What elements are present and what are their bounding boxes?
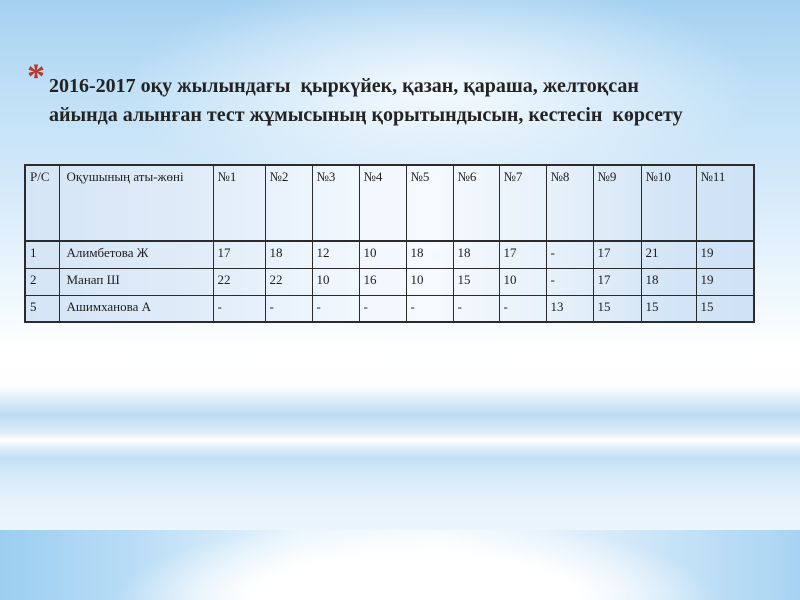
score-cell: - bbox=[311, 294, 360, 323]
column-header-student-name: Оқушының аты-жөні bbox=[58, 164, 214, 242]
column-header-test-4: №4 bbox=[358, 164, 407, 242]
column-header-test-1: №1 bbox=[212, 164, 266, 242]
score-cell: - bbox=[358, 294, 407, 323]
score-cell: 15 bbox=[640, 294, 697, 323]
column-header-rc: Р/С bbox=[24, 164, 60, 242]
score-cell: 21 bbox=[640, 240, 697, 269]
score-cell: 22 bbox=[264, 267, 313, 296]
column-header-test-5: №5 bbox=[405, 164, 454, 242]
score-cell: 19 bbox=[695, 240, 755, 269]
column-header-test-8: №8 bbox=[545, 164, 594, 242]
score-cell: 10 bbox=[311, 267, 360, 296]
score-cell: 18 bbox=[640, 267, 697, 296]
table-row: 2 Манап Ш 22 22 10 16 10 15 10 - 17 18 1… bbox=[24, 267, 755, 296]
student-name-cell: Ашимханова А bbox=[58, 294, 214, 323]
score-cell: 17 bbox=[212, 240, 266, 269]
score-cell: 10 bbox=[358, 240, 407, 269]
score-cell: 15 bbox=[592, 294, 642, 323]
score-cell: - bbox=[405, 294, 454, 323]
student-name-cell: Манап Ш bbox=[58, 267, 214, 296]
column-header-test-9: №9 bbox=[592, 164, 642, 242]
column-header-test-7: №7 bbox=[498, 164, 547, 242]
score-cell: 12 bbox=[311, 240, 360, 269]
score-cell: - bbox=[545, 240, 594, 269]
score-cell: 16 bbox=[358, 267, 407, 296]
table-row: 5 Ашимханова А - - - - - - - 13 15 15 15 bbox=[24, 294, 755, 323]
student-name-cell: Алимбетова Ж bbox=[58, 240, 214, 269]
test-results-table: Р/С Оқушының аты-жөні №1 №2 №3 №4 №5 №6 … bbox=[24, 164, 755, 323]
score-cell: 17 bbox=[592, 240, 642, 269]
score-cell: - bbox=[545, 267, 594, 296]
score-cell: - bbox=[264, 294, 313, 323]
slide-title: 2016-2017 оқу жылындағы қыркүйек, қазан,… bbox=[49, 72, 794, 130]
background-streak-bands bbox=[0, 350, 800, 530]
bullet-asterisk-icon: * bbox=[27, 56, 45, 96]
score-cell: 17 bbox=[592, 267, 642, 296]
column-header-test-6: №6 bbox=[452, 164, 500, 242]
row-number-cell: 1 bbox=[24, 240, 60, 269]
score-cell: 22 bbox=[212, 267, 266, 296]
header-row: Р/С Оқушының аты-жөні №1 №2 №3 №4 №5 №6 … bbox=[24, 164, 755, 242]
score-cell: 18 bbox=[405, 240, 454, 269]
score-cell: - bbox=[212, 294, 266, 323]
row-number-cell: 2 bbox=[24, 267, 60, 296]
slide-title-line-2: айында алынған тест жұмысының қорытындыс… bbox=[49, 104, 683, 126]
score-cell: 10 bbox=[498, 267, 547, 296]
column-header-test-2: №2 bbox=[264, 164, 313, 242]
column-header-test-10: №10 bbox=[640, 164, 697, 242]
background-bottom-band bbox=[0, 530, 800, 600]
score-cell: 15 bbox=[452, 267, 500, 296]
table-row: 1 Алимбетова Ж 17 18 12 10 18 18 17 - 17… bbox=[24, 240, 755, 269]
score-cell: 18 bbox=[452, 240, 500, 269]
score-cell: - bbox=[498, 294, 547, 323]
score-cell: - bbox=[452, 294, 500, 323]
score-cell: 13 bbox=[545, 294, 594, 323]
score-cell: 19 bbox=[695, 267, 755, 296]
score-cell: 10 bbox=[405, 267, 454, 296]
slide-title-line-1: 2016-2017 оқу жылындағы қыркүйек, қазан,… bbox=[49, 75, 639, 97]
column-header-test-3: №3 bbox=[311, 164, 360, 242]
score-cell: 17 bbox=[498, 240, 547, 269]
row-number-cell: 5 bbox=[24, 294, 60, 323]
column-header-test-11: №11 bbox=[695, 164, 755, 242]
score-cell: 18 bbox=[264, 240, 313, 269]
score-cell: 15 bbox=[695, 294, 755, 323]
